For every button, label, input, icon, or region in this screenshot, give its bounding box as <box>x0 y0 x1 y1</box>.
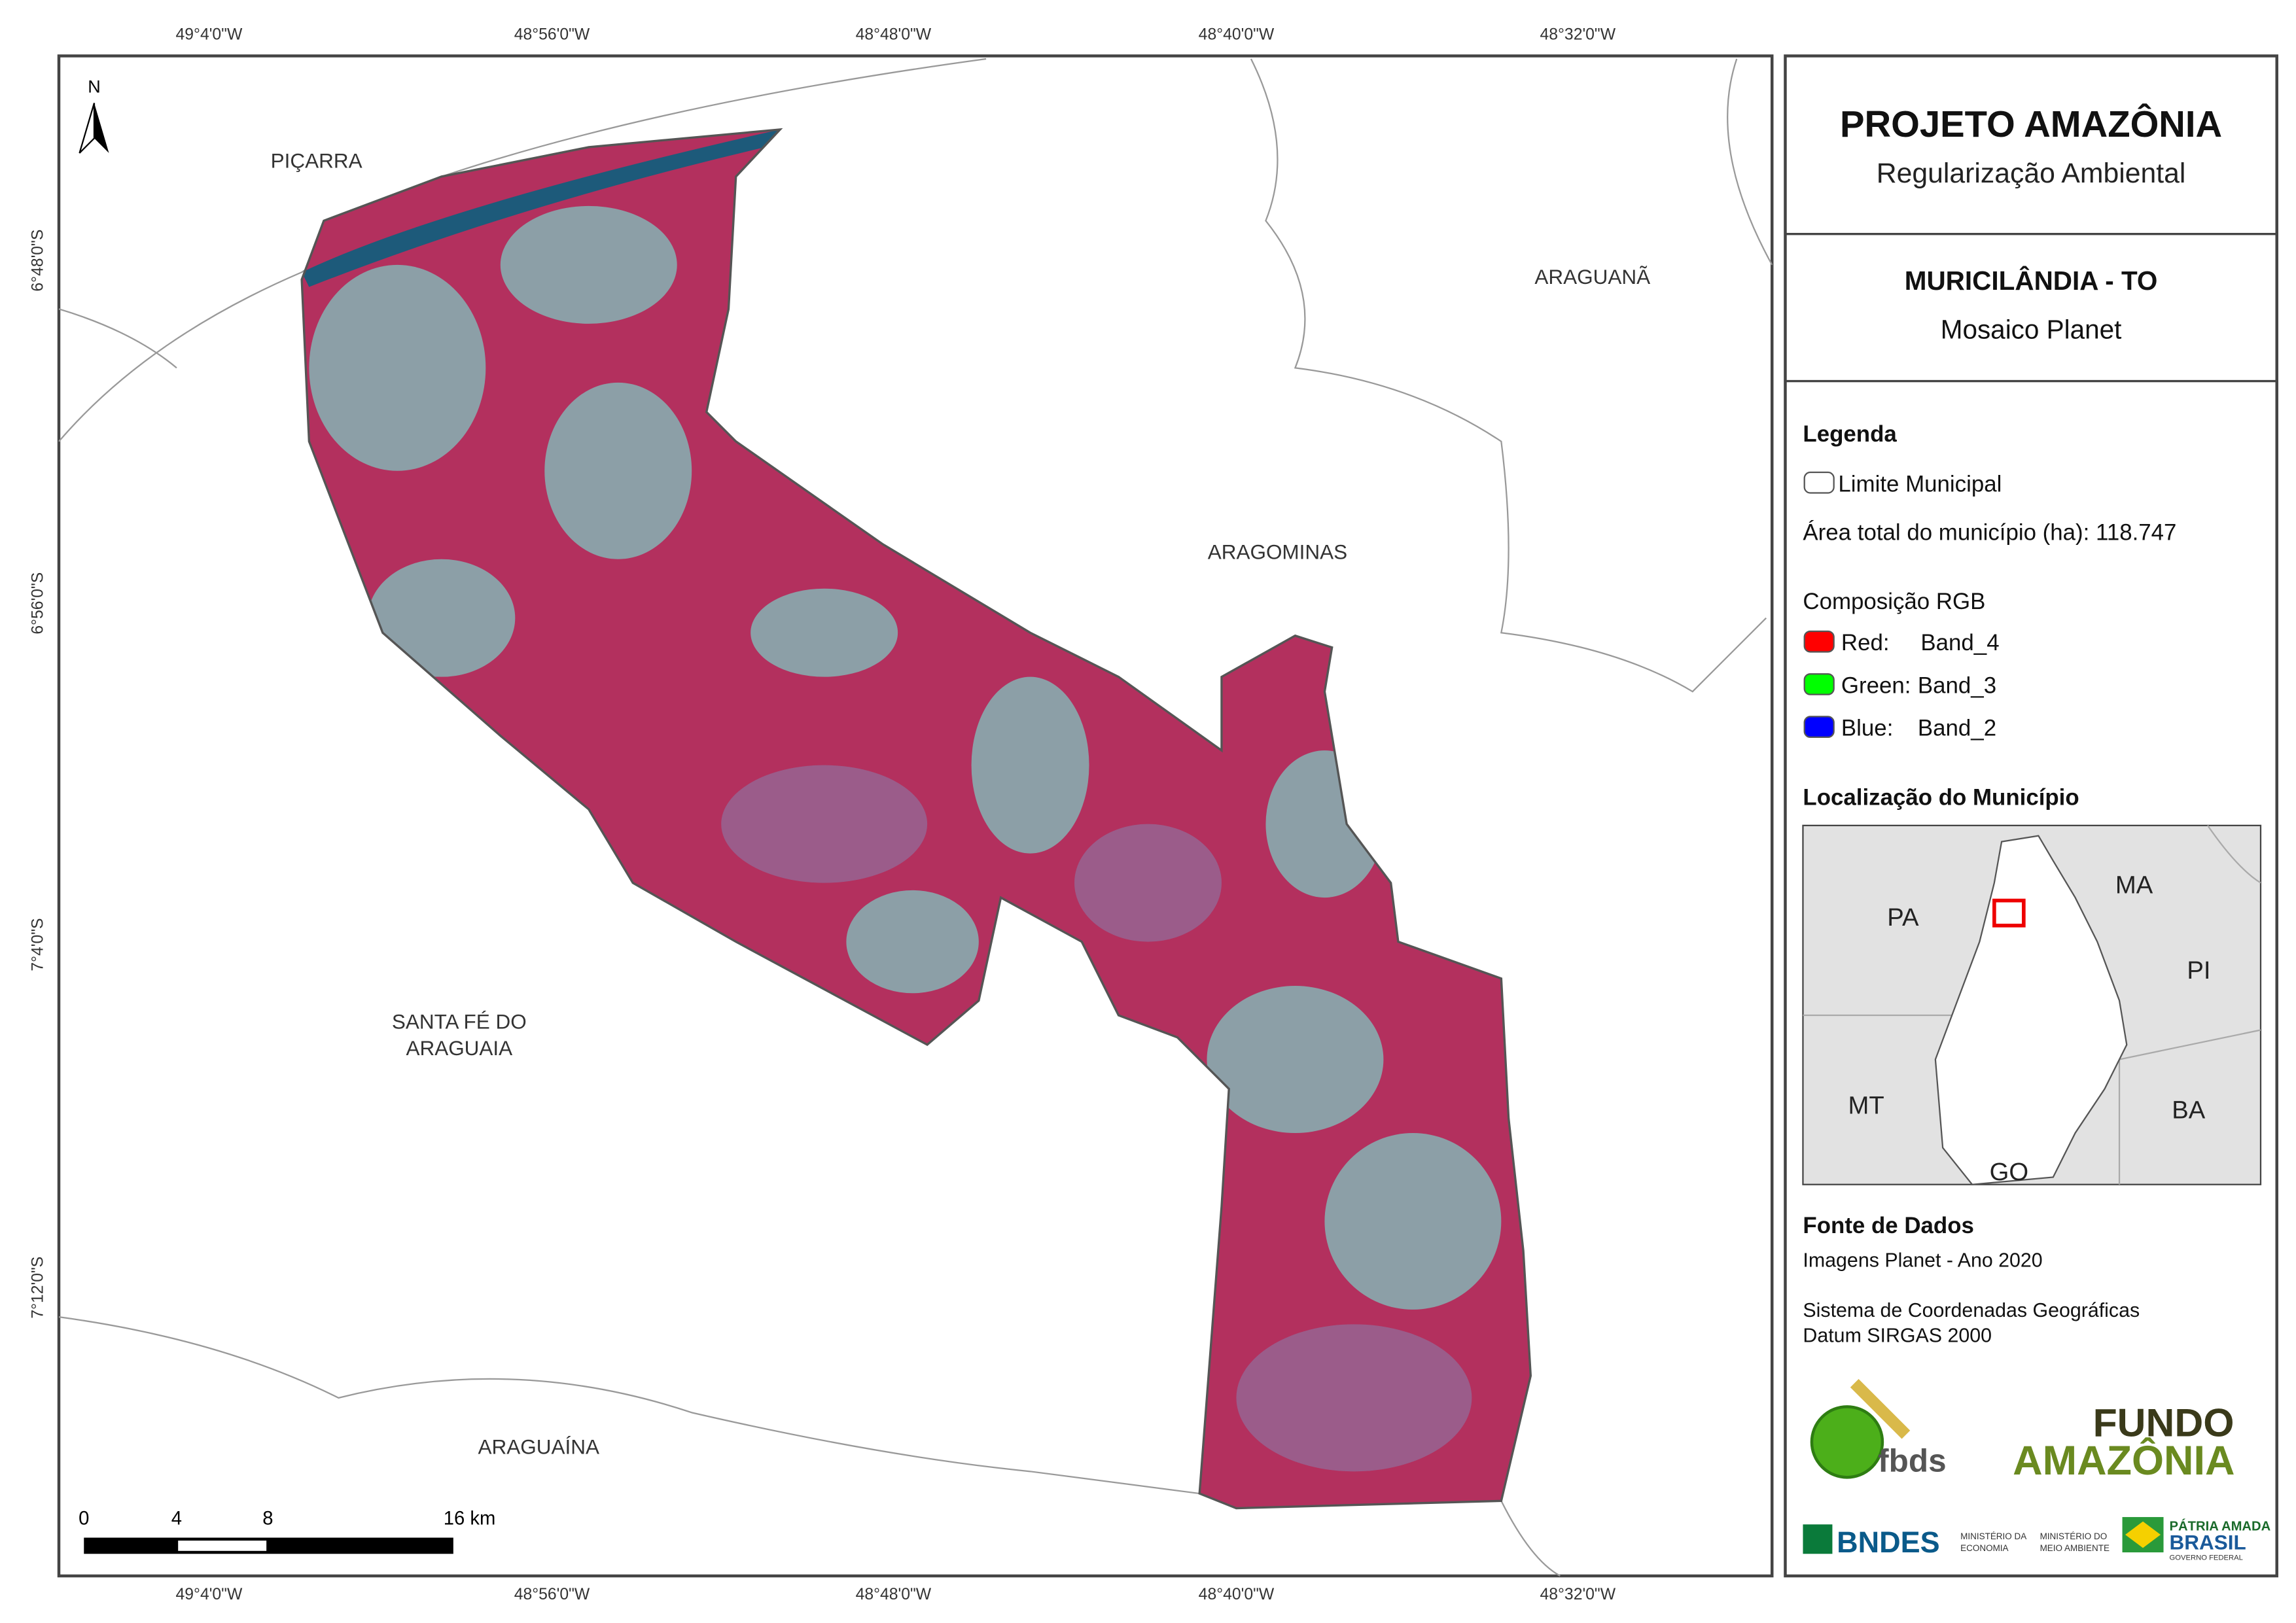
project-title: PROJETO AMAZÔNIA <box>1840 103 2222 145</box>
municipal-limit <box>300 128 1532 1510</box>
state-label: MT <box>1848 1092 1884 1120</box>
logo-text: MINISTÉRIO DA <box>1960 1531 2026 1541</box>
legend-item: Band_4 <box>1920 630 1999 655</box>
latitude-label: 6°56'0"S <box>29 572 46 635</box>
place-name: PIÇARRA <box>271 148 362 172</box>
map-title: MURICILÂNDIA - TO <box>1905 266 2158 296</box>
longitude-label: 48°32'0"W <box>1540 1586 1616 1603</box>
place-name: ARAGUANÃ <box>1534 265 1650 288</box>
legend-item: Band_3 <box>1918 672 1996 698</box>
place-name: ARAGOMINAS <box>1208 540 1347 564</box>
north-label: N <box>88 77 101 97</box>
state-label: PI <box>2187 956 2210 985</box>
latitude-label: 7°12'0"S <box>29 1257 46 1319</box>
latitude-label: 7°4'0"S <box>29 918 46 971</box>
scale-label: 8 <box>262 1508 273 1529</box>
location-heading: Localização do Município <box>1803 784 2079 810</box>
logo-text: AMAZÔNIA <box>2013 1437 2234 1484</box>
longitude-label: 48°48'0"W <box>856 26 932 44</box>
longitude-label: 48°40'0"W <box>1199 26 1275 44</box>
legend-heading: Legenda <box>1803 421 1897 447</box>
scale-bar: 0 4 8 16 km <box>79 1508 495 1554</box>
place-name: SANTA FÉ DO <box>392 1009 527 1033</box>
legend-item: Limite Municipal <box>1838 471 2002 497</box>
logo-text: PÁTRIA AMADA <box>2170 1518 2271 1533</box>
logo-text: ECONOMIA <box>1960 1543 2008 1553</box>
source-item: Datum SIRGAS 2000 <box>1803 1325 1992 1346</box>
legend-item: Área total do município (ha): 118.747 <box>1803 520 2176 546</box>
logo-text: MINISTÉRIO DO <box>2040 1531 2108 1541</box>
longitude-label: 48°56'0"W <box>514 1586 590 1603</box>
source-item: Sistema de Coordenadas Geográficas <box>1803 1300 2140 1321</box>
state-label: GO <box>1990 1158 2028 1186</box>
north-arrow: N <box>79 77 109 154</box>
longitude-label: 49°4'0"W <box>176 1586 243 1603</box>
state-label: BA <box>2172 1096 2205 1124</box>
logo-text: FUNDO <box>2093 1400 2234 1444</box>
longitude-label: 48°48'0"W <box>856 1586 932 1603</box>
side-panel <box>1784 54 2278 1578</box>
legend-item: Blue: <box>1841 716 1893 741</box>
source-item: Imagens Planet - Ano 2020 <box>1803 1250 2042 1272</box>
place-name: ARAGUAIA <box>406 1036 512 1060</box>
longitude-label: 48°40'0"W <box>1199 1586 1275 1603</box>
logo-text: GOVERNO FEDERAL <box>2170 1554 2243 1562</box>
logo-text: fbds <box>1878 1442 1946 1478</box>
legend-item: Composição RGB <box>1803 589 1985 614</box>
municipal-boundaries <box>58 58 1773 1577</box>
legend-item: Red: <box>1841 630 1890 655</box>
scale-label: 16 km <box>444 1508 496 1529</box>
logo-text: MEIO AMBIENTE <box>2040 1543 2110 1553</box>
logos: fbds FUNDO AMAZÔNIA BNDES MINISTÉRIO DA … <box>1803 1378 2271 1562</box>
legend-item: Band_2 <box>1918 716 1996 741</box>
longitude-label: 48°32'0"W <box>1540 26 1616 44</box>
state-label: MA <box>2115 871 2153 899</box>
project-subtitle: Regularização Ambiental <box>1877 158 2186 189</box>
map-subtitle: Mosaico Planet <box>1941 314 2122 344</box>
location-inset: PA MA PI MT BA GO <box>1802 824 2262 1186</box>
place-name: ARAGUAÍNA <box>478 1435 599 1458</box>
logo-text: BNDES <box>1837 1526 1939 1559</box>
latitude-label: 6°48'0"S <box>29 230 46 292</box>
legend-item: Green: <box>1841 672 1911 698</box>
state-label: PA <box>1887 903 1919 932</box>
sources-heading: Fonte de Dados <box>1803 1213 1973 1238</box>
scale-label: 0 <box>79 1508 89 1529</box>
longitude-label: 48°56'0"W <box>514 26 590 44</box>
scale-label: 4 <box>171 1508 182 1529</box>
logo-text: BRASIL <box>2170 1531 2246 1554</box>
longitude-label: 49°4'0"W <box>176 26 243 44</box>
